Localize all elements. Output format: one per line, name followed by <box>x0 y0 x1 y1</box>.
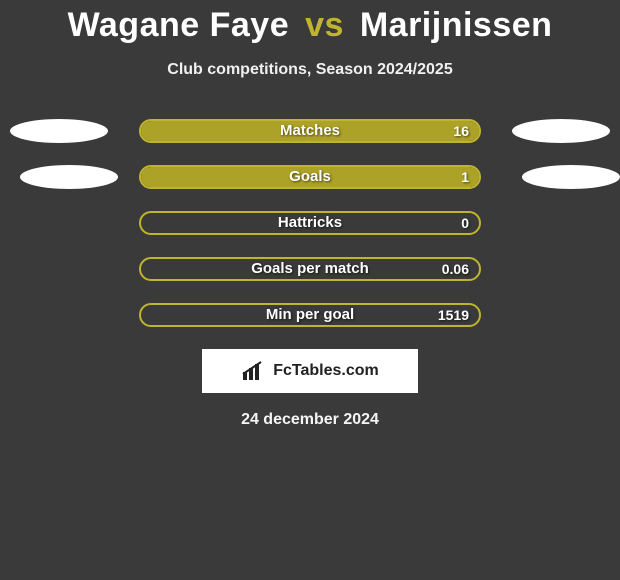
stat-value: 1519 <box>438 305 469 325</box>
vs-text: vs <box>305 6 344 44</box>
date-text: 24 december 2024 <box>0 411 620 429</box>
stat-bar: Matches16 <box>139 119 481 143</box>
bar-chart-icon <box>241 360 267 382</box>
player1-oval <box>10 119 108 143</box>
player2-name: Marijnissen <box>360 6 553 44</box>
stat-row: Goals per match0.06 <box>0 257 620 281</box>
stats-area: Matches16 Goals1 Hattricks0 Goals per match… <box>0 119 620 327</box>
stat-label: Min per goal <box>141 305 479 325</box>
player2-oval <box>522 165 620 189</box>
stat-value: 1 <box>461 167 469 187</box>
player1-oval <box>20 165 118 189</box>
stat-label: Hattricks <box>141 213 479 233</box>
stat-row: Min per goal1519 <box>0 303 620 327</box>
subtitle: Club competitions, Season 2024/2025 <box>0 61 620 79</box>
comparison-title: Wagane Faye vs Marijnissen <box>0 6 620 45</box>
stat-value: 0.06 <box>442 259 469 279</box>
stat-bar: Goals1 <box>139 165 481 189</box>
stat-bar: Hattricks0 <box>139 211 481 235</box>
stat-value: 16 <box>453 121 469 141</box>
stat-row: Goals1 <box>0 165 620 189</box>
stat-bar: Min per goal1519 <box>139 303 481 327</box>
stat-row: Matches16 <box>0 119 620 143</box>
fctables-logo[interactable]: FcTables.com <box>202 349 418 393</box>
stat-row: Hattricks0 <box>0 211 620 235</box>
stat-label: Goals <box>141 167 479 187</box>
stat-bar: Goals per match0.06 <box>139 257 481 281</box>
logo-text: FcTables.com <box>273 362 379 380</box>
player1-name: Wagane Faye <box>68 6 290 44</box>
stat-label: Goals per match <box>141 259 479 279</box>
stat-value: 0 <box>461 213 469 233</box>
player2-oval <box>512 119 610 143</box>
stat-label: Matches <box>141 121 479 141</box>
